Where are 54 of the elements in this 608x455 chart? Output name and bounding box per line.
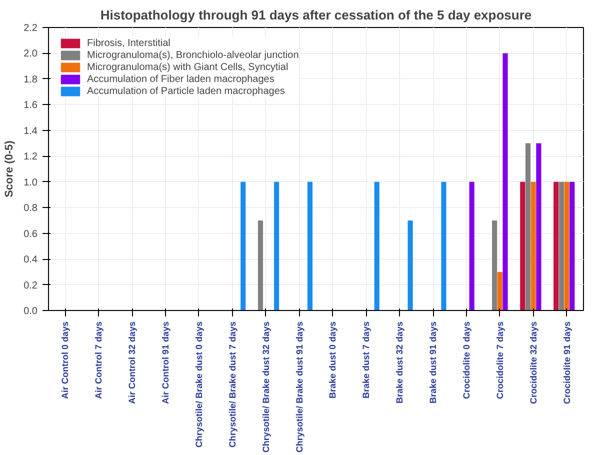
y-tick-label: 1.0 bbox=[24, 177, 38, 188]
x-tick-label: Chrysotile/ Brake dust 32 days bbox=[260, 321, 271, 453]
bar bbox=[554, 182, 559, 310]
y-tick-label: 0.4 bbox=[24, 254, 38, 266]
y-tick-label: 2.2 bbox=[24, 23, 38, 34]
chart-title: Histopathology through 91 days after cessation of the 5 day exposure bbox=[100, 8, 532, 22]
legend-label: Microgranuloma(s) with Giant Cells, Syncytial bbox=[87, 62, 288, 72]
x-tick-label: Air Control 0 days bbox=[60, 322, 70, 400]
legend-label: Fibrosis, Interstitial bbox=[87, 38, 170, 48]
x-tick-label: Brake dust 7 days bbox=[361, 321, 372, 399]
y-tick-label: 1.4 bbox=[24, 126, 38, 137]
x-tick-label: Brake dust 91 days bbox=[428, 321, 438, 404]
bar bbox=[497, 272, 502, 310]
x-tick-label: Air Control 32 days bbox=[127, 321, 138, 404]
bar bbox=[570, 182, 575, 310]
x-tick-label: Brake dust 0 days bbox=[328, 321, 338, 399]
bar bbox=[530, 182, 536, 310]
bar bbox=[374, 182, 380, 310]
bar bbox=[441, 182, 446, 310]
x-tick-label: Brake dust 32 days bbox=[394, 321, 405, 404]
bar bbox=[492, 220, 498, 310]
bar bbox=[469, 182, 474, 310]
x-tick-label: Crocidolite 91 days bbox=[562, 322, 572, 404]
y-tick-label: 0.0 bbox=[24, 306, 38, 317]
y-tick-label: 2.0 bbox=[24, 48, 38, 60]
x-tick-label: Crocidolite 0 days bbox=[461, 321, 472, 400]
bar bbox=[536, 143, 542, 310]
bar bbox=[258, 220, 264, 310]
legend-label: Microgranuloma(s), Bronchiolo-alveolar junction bbox=[87, 50, 299, 60]
y-tick-label: 1.6 bbox=[24, 100, 38, 112]
bar bbox=[558, 182, 564, 310]
y-axis-title: Score (0-5) bbox=[4, 140, 16, 198]
bar bbox=[502, 53, 508, 310]
x-tick-label: Chrysotile/ Brake dust 91 days bbox=[294, 321, 304, 453]
bar bbox=[408, 220, 413, 310]
x-tick-label: Chrysotile/ Brake dust 7 days bbox=[227, 321, 238, 448]
x-tick-label: Air Control 91 days bbox=[160, 321, 171, 404]
bar bbox=[307, 182, 313, 310]
y-tick-label: 1.2 bbox=[24, 152, 38, 163]
y-tick-label: 0.6 bbox=[24, 228, 38, 240]
y-tick-label: 0.2 bbox=[24, 280, 38, 292]
bar bbox=[564, 182, 570, 310]
legend-label: Accumulation of Particle laden macrophages bbox=[87, 86, 285, 96]
bar bbox=[240, 182, 246, 310]
bar bbox=[520, 182, 526, 310]
x-tick-label: Air Control 7 days bbox=[94, 322, 104, 400]
x-tick-label: Chrysotile/ Brake dust 0 days bbox=[194, 321, 204, 448]
x-tick-label: Crocidolite 32 days bbox=[528, 322, 538, 404]
y-tick-label: 1.8 bbox=[24, 74, 38, 86]
bar bbox=[274, 182, 280, 310]
y-tick-label: 0.8 bbox=[24, 203, 38, 214]
legend-label: Accumulation of Fiber laden macrophages bbox=[87, 74, 274, 84]
x-tick-label: Crocidolite 7 days bbox=[494, 321, 505, 400]
bar bbox=[525, 143, 531, 310]
